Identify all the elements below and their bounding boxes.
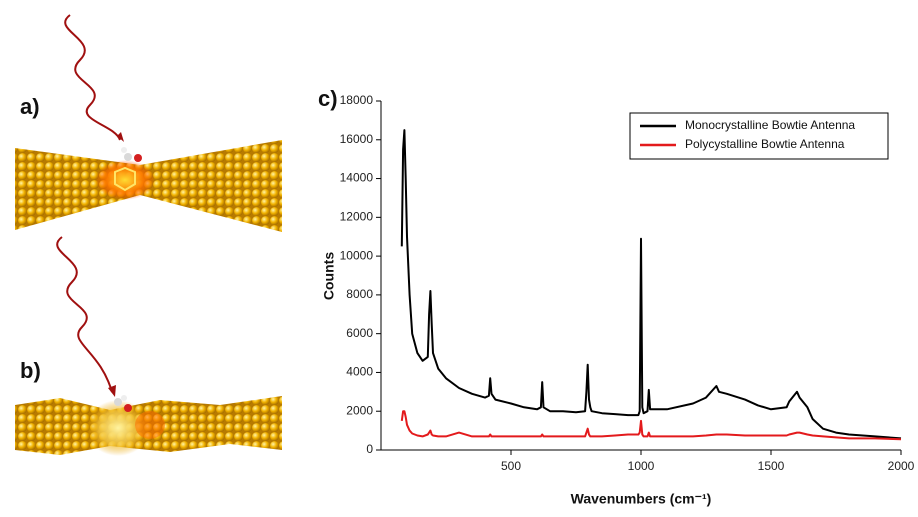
- y-tick-label: 10000: [340, 248, 374, 262]
- y-axis-label: Counts: [321, 252, 337, 300]
- illustration-b: [15, 236, 282, 456]
- series-line: [400, 410, 902, 441]
- legend-label: Polycystalline Bowtie Antenna: [685, 137, 845, 151]
- series-line: [400, 129, 902, 440]
- x-tick-label: 2000: [888, 459, 915, 473]
- y-tick-label: 2000: [346, 403, 373, 417]
- y-tick-label: 4000: [346, 365, 373, 379]
- y-tick-label: 16000: [340, 132, 374, 146]
- y-tick-label: 0: [366, 442, 373, 456]
- y-tick-label: 14000: [340, 171, 374, 185]
- x-axis-label: Wavenumbers (cm⁻¹): [571, 491, 712, 507]
- legend-box: [629, 112, 889, 160]
- x-tick-label: 1000: [628, 459, 655, 473]
- panel-label: c): [318, 86, 338, 111]
- panel-label: a): [20, 94, 40, 119]
- legend-label: Monocrystalline Bowtie Antenna: [685, 118, 855, 132]
- y-tick-label: 6000: [346, 326, 373, 340]
- y-tick-label: 12000: [340, 210, 374, 224]
- x-tick-label: 500: [501, 459, 521, 473]
- illustration-a: [15, 14, 282, 232]
- y-tick-label: 8000: [346, 287, 373, 301]
- y-tick-label: 18000: [340, 93, 374, 107]
- panel-label: b): [20, 358, 41, 383]
- x-tick-label: 1500: [758, 459, 785, 473]
